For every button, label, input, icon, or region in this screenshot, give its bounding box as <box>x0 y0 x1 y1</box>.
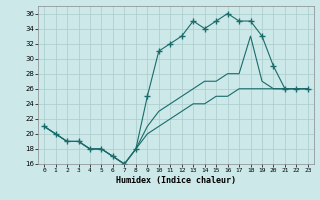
X-axis label: Humidex (Indice chaleur): Humidex (Indice chaleur) <box>116 176 236 185</box>
